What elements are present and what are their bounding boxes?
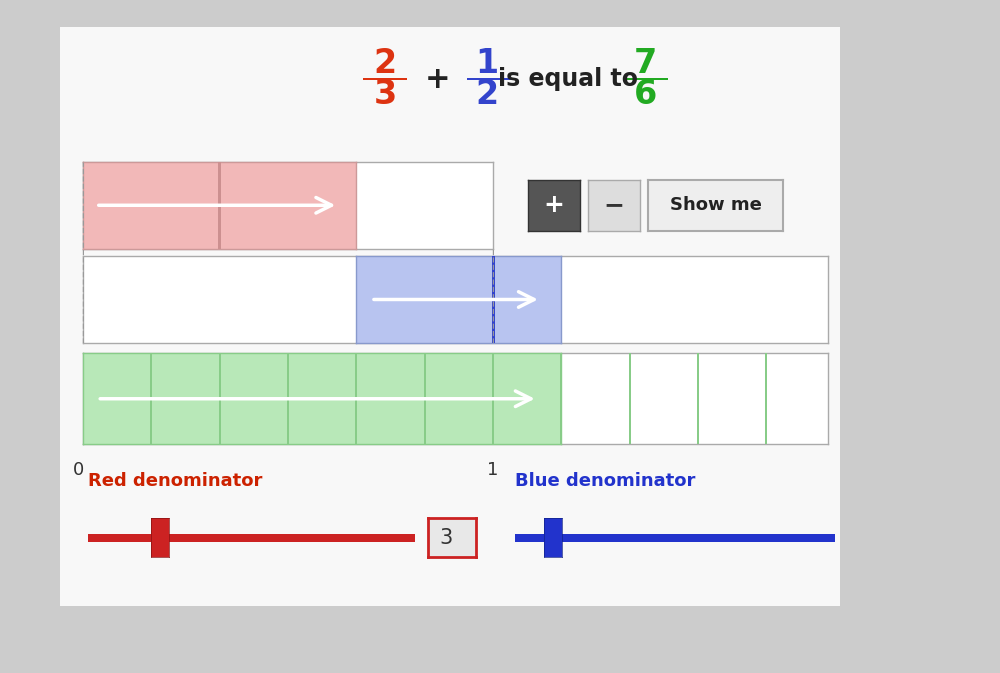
Text: is equal to: is equal to <box>498 67 638 92</box>
Text: 2: 2 <box>475 77 499 111</box>
Text: +: + <box>425 65 451 94</box>
Text: Blue denominator: Blue denominator <box>515 472 695 490</box>
Text: 6: 6 <box>633 77 657 111</box>
Text: 3: 3 <box>440 528 453 548</box>
Text: Red denominator: Red denominator <box>88 472 262 490</box>
Text: 2: 2 <box>373 47 397 81</box>
Text: 1: 1 <box>487 461 499 479</box>
Text: 3: 3 <box>373 77 397 111</box>
Text: 7: 7 <box>633 47 657 81</box>
Text: −: − <box>604 193 624 217</box>
Text: +: + <box>544 193 564 217</box>
Text: Show me: Show me <box>670 197 761 214</box>
Text: 1: 1 <box>475 47 499 81</box>
Text: 0: 0 <box>72 461 84 479</box>
